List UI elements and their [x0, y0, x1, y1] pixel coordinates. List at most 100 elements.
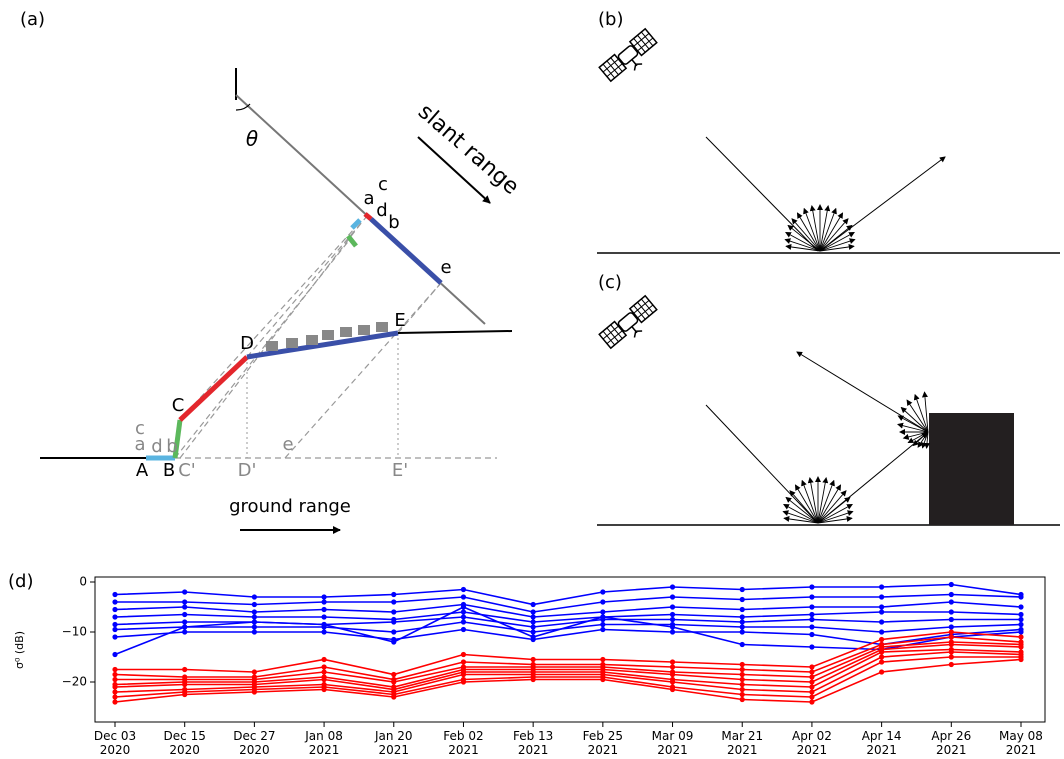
- diagram-label: D: [240, 333, 254, 354]
- diagram-label: a: [363, 188, 374, 209]
- point: [112, 699, 117, 704]
- point: [112, 627, 117, 632]
- point: [182, 604, 187, 609]
- point: [252, 614, 257, 619]
- diagram-label: slant range: [413, 99, 523, 200]
- point: [391, 629, 396, 634]
- diagram-label: a: [134, 434, 145, 455]
- point: [321, 614, 326, 619]
- point: [879, 659, 884, 664]
- point: [531, 634, 536, 639]
- point: [879, 609, 884, 614]
- x-tick-label: Feb 022021: [443, 729, 483, 757]
- point: [1018, 604, 1023, 609]
- point: [112, 677, 117, 682]
- point: [879, 637, 884, 642]
- point: [1018, 657, 1023, 662]
- plot-frame: [95, 577, 1045, 722]
- point: [809, 624, 814, 629]
- point: [1018, 617, 1023, 622]
- point: [182, 612, 187, 617]
- point: [531, 624, 536, 629]
- point: [321, 677, 326, 682]
- point: [112, 689, 117, 694]
- point: [182, 682, 187, 687]
- point: [461, 609, 466, 614]
- point: [809, 604, 814, 609]
- point: [740, 682, 745, 687]
- point: [252, 609, 257, 614]
- diagram-label: ground range: [229, 496, 351, 517]
- point: [740, 614, 745, 619]
- point: [949, 629, 954, 634]
- point: [949, 649, 954, 654]
- point: [600, 657, 605, 662]
- point: [809, 664, 814, 669]
- point: [531, 677, 536, 682]
- point: [879, 619, 884, 624]
- point: [112, 684, 117, 689]
- point: [600, 677, 605, 682]
- point: [252, 619, 257, 624]
- y-axis-label: σ⁰ (dB): [13, 631, 26, 669]
- point: [600, 609, 605, 614]
- x-tick-label: Dec 032020: [94, 729, 136, 757]
- point: [670, 594, 675, 599]
- point: [740, 677, 745, 682]
- point: [809, 674, 814, 679]
- point: [112, 592, 117, 597]
- point: [182, 667, 187, 672]
- point: [740, 692, 745, 697]
- point: [879, 594, 884, 599]
- point: [531, 609, 536, 614]
- x-tick-label: Dec 272020: [233, 729, 275, 757]
- y-tick-label: −20: [62, 675, 87, 689]
- y-tick-label: −10: [62, 625, 87, 639]
- point: [809, 669, 814, 674]
- point: [949, 624, 954, 629]
- diagram-label: θ: [246, 127, 258, 151]
- diagram-label: C': [178, 460, 196, 481]
- point: [391, 599, 396, 604]
- point: [949, 582, 954, 587]
- diagram-label: D': [238, 460, 257, 481]
- point: [740, 587, 745, 592]
- x-tick-label: Apr 022021: [792, 729, 832, 757]
- point: [600, 627, 605, 632]
- point: [321, 629, 326, 634]
- point: [252, 594, 257, 599]
- point: [809, 644, 814, 649]
- point: [461, 587, 466, 592]
- point: [949, 609, 954, 614]
- point: [670, 624, 675, 629]
- point: [531, 619, 536, 624]
- point: [600, 589, 605, 594]
- point: [670, 584, 675, 589]
- point: [461, 627, 466, 632]
- point: [949, 592, 954, 597]
- point: [461, 604, 466, 609]
- point: [531, 602, 536, 607]
- point: [879, 584, 884, 589]
- diagram-label: b: [388, 212, 399, 233]
- point: [321, 657, 326, 662]
- point: [182, 589, 187, 594]
- point: [531, 629, 536, 634]
- series-line: [115, 585, 1021, 605]
- point: [740, 697, 745, 702]
- point: [391, 639, 396, 644]
- diagram-label: E': [392, 460, 408, 481]
- point: [740, 642, 745, 647]
- series-line: [115, 645, 1021, 688]
- point: [112, 694, 117, 699]
- series-line: [115, 660, 1021, 703]
- point: [740, 667, 745, 672]
- point: [321, 664, 326, 669]
- point: [321, 622, 326, 627]
- point: [740, 687, 745, 692]
- point: [461, 679, 466, 684]
